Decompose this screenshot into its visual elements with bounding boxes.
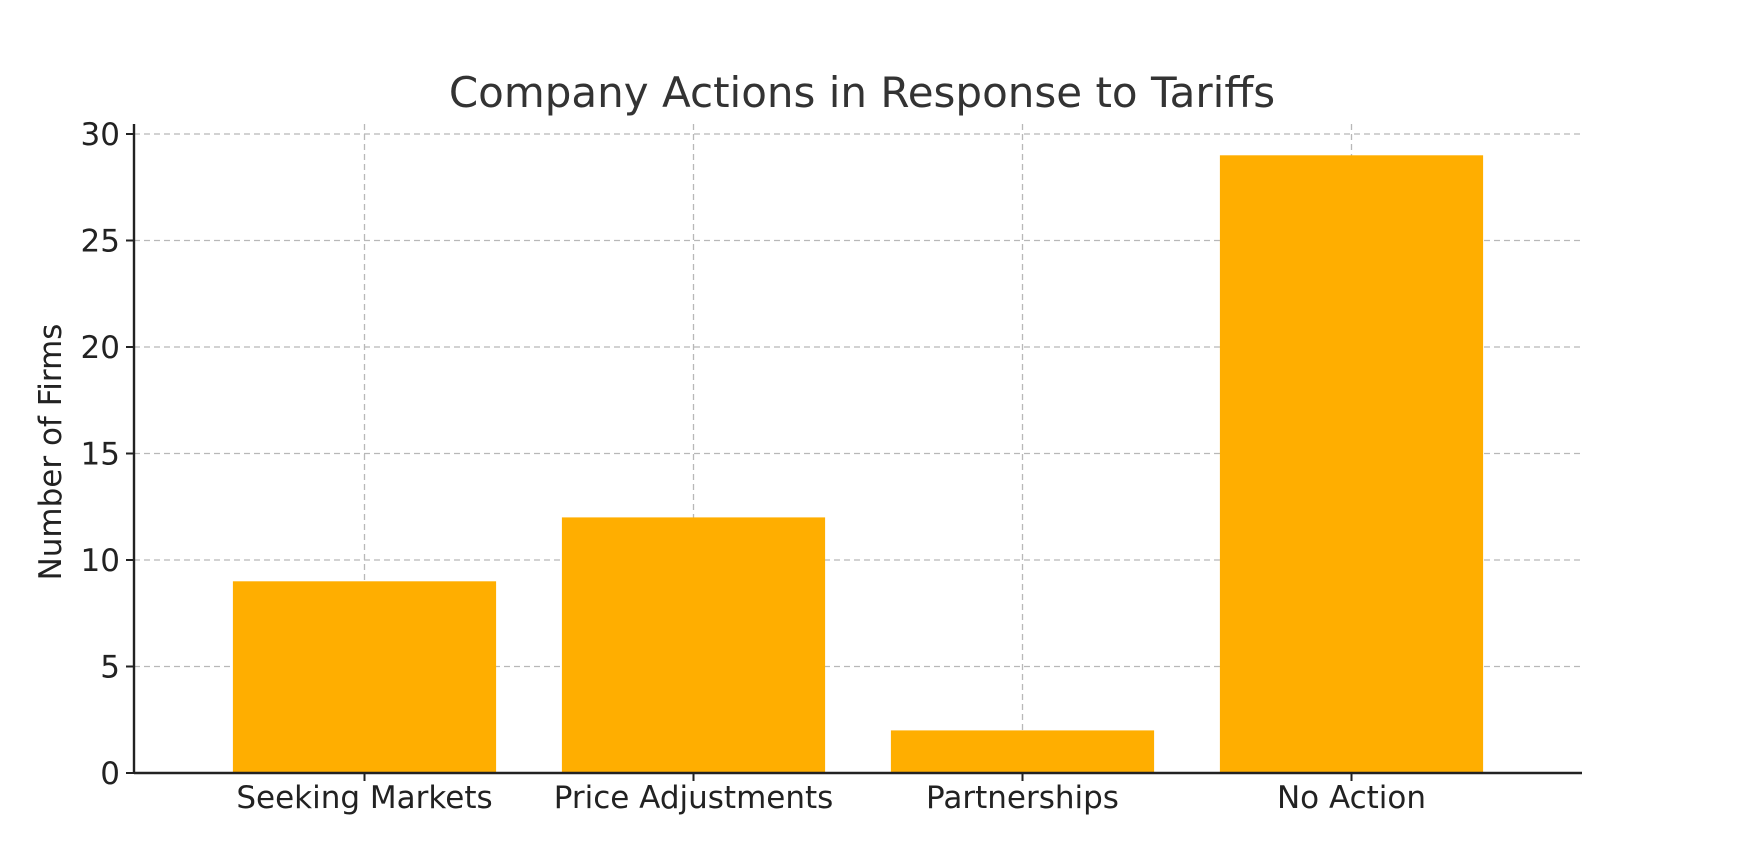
axes [126, 124, 1582, 781]
chart-title: Company Actions in Response to Tariffs [449, 68, 1275, 117]
y-axis-label: Number of Firms [33, 324, 69, 581]
bars [232, 155, 1484, 774]
y-tick-label: 25 [81, 224, 120, 260]
y-tick-label: 20 [81, 330, 120, 366]
x-tick-label: Seeking Markets [236, 780, 492, 816]
bar-partnerships [890, 730, 1155, 773]
x-tick-label: No Action [1277, 780, 1426, 816]
y-tick-label: 0 [100, 756, 120, 792]
y-tick-label: 15 [81, 437, 120, 473]
bar-seeking-markets [232, 581, 497, 773]
y-tick-label: 30 [81, 117, 120, 153]
bar-no-action [1219, 155, 1484, 774]
y-tick-label: 10 [81, 543, 120, 579]
bar-price-adjustments [561, 517, 826, 773]
x-tick-label: Partnerships [926, 780, 1119, 816]
tick-labels: 0 5 10 15 20 25 30 Seeking Markets Price Adjustm… [81, 117, 1427, 816]
x-tick-label: Price Adjustments [554, 780, 834, 816]
y-tick-label: 5 [100, 650, 120, 686]
